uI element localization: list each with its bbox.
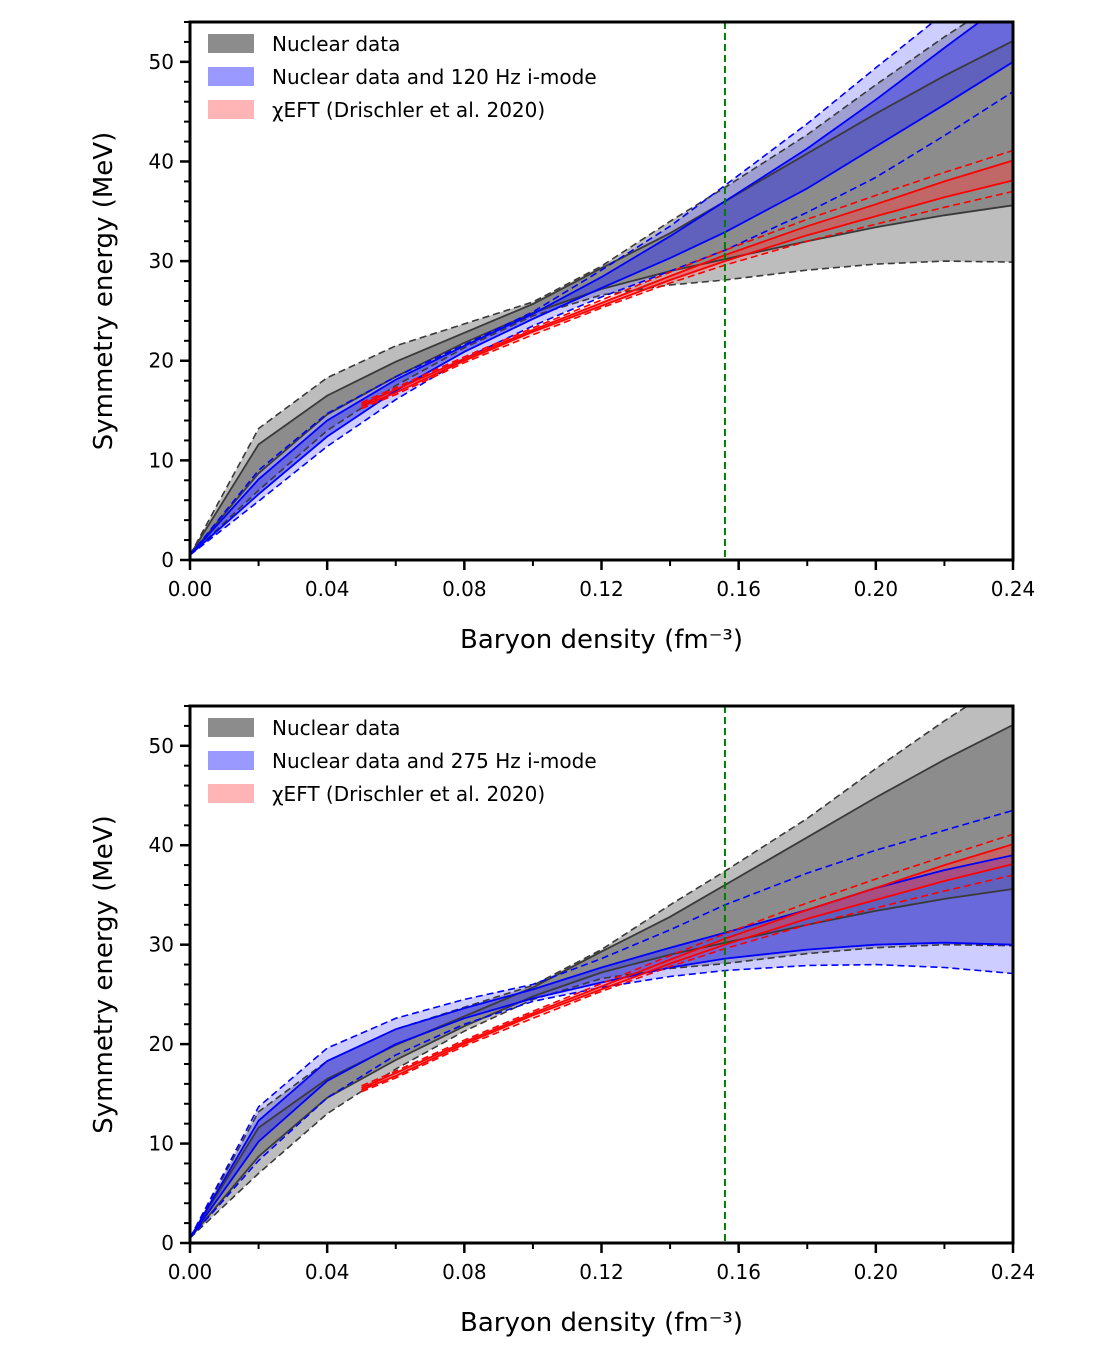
legend-swatch bbox=[208, 751, 254, 770]
y-tick-label: 50 bbox=[149, 734, 174, 758]
line-inner-low-series-3 bbox=[361, 179, 1013, 408]
x-tick-label: 0.20 bbox=[854, 577, 899, 601]
chart-panel-2: 0.00 0.04 0.08 0.12 0.16 0.20 0.24 0 10 20 30 40 50 B… bbox=[89, 704, 1036, 1338]
x-tick-label: 0.08 bbox=[442, 577, 487, 601]
band-inner-series-3 bbox=[361, 844, 1013, 1090]
legend-label: Nuclear data and 120 Hz i-mode bbox=[272, 65, 597, 89]
line-outer-high-series-3 bbox=[361, 149, 1013, 404]
x-tick-label: 0.16 bbox=[716, 577, 761, 601]
y-tick-label: 0 bbox=[161, 548, 174, 572]
y-tick-label: 30 bbox=[149, 933, 174, 957]
x-tick-label: 0.12 bbox=[579, 577, 624, 601]
line-outer-low-series-3 bbox=[361, 190, 1013, 410]
band-inner-series-2 bbox=[190, 22, 1013, 555]
x-tick-label: 0.12 bbox=[579, 1260, 624, 1284]
legend-label: Nuclear data bbox=[272, 32, 400, 56]
plot-area bbox=[190, 706, 1013, 1243]
plot-area bbox=[190, 22, 1013, 560]
y-tick-label: 40 bbox=[149, 833, 174, 857]
y-tick-label: 40 bbox=[149, 149, 174, 173]
legend-swatch bbox=[208, 100, 254, 119]
x-tick-label: 0.08 bbox=[442, 1260, 487, 1284]
band-inner-series-3 bbox=[361, 160, 1013, 407]
line-inner-high-series-3 bbox=[361, 843, 1013, 1089]
x-tick-label: 0.24 bbox=[991, 577, 1036, 601]
y-axis-label: Symmetry energy (MeV) bbox=[89, 132, 119, 450]
legend-swatch bbox=[208, 34, 254, 53]
legend-label: χEFT (Drischler et al. 2020) bbox=[272, 782, 545, 806]
legend-swatch bbox=[208, 67, 254, 86]
line-inner-high-series-3 bbox=[361, 159, 1013, 406]
line-inner-low-series-1 bbox=[190, 888, 1013, 1239]
x-tick-label: 0.04 bbox=[305, 1260, 350, 1284]
x-axis-label: Baryon density (fm⁻³) bbox=[460, 625, 743, 655]
line-outer-high-series-2 bbox=[190, 22, 935, 556]
x-axis-label: Baryon density (fm⁻³) bbox=[460, 1308, 743, 1338]
x-tick-label: 0.20 bbox=[854, 1260, 899, 1284]
y-tick-label: 10 bbox=[149, 448, 174, 472]
legend-swatch bbox=[208, 718, 254, 737]
legend-label: χEFT (Drischler et al. 2020) bbox=[272, 98, 545, 122]
line-outer-low-series-3 bbox=[361, 874, 1013, 1093]
band-inner-series-1 bbox=[190, 724, 1013, 1238]
x-tick-label: 0.04 bbox=[305, 577, 350, 601]
line-inner-high-series-1 bbox=[190, 40, 1013, 556]
x-tick-label: 0.24 bbox=[991, 1260, 1036, 1284]
legend-label: Nuclear data and 275 Hz i-mode bbox=[272, 749, 597, 773]
y-tick-label: 0 bbox=[161, 1231, 174, 1255]
x-tick-label: 0.00 bbox=[168, 577, 213, 601]
line-inner-low-series-3 bbox=[361, 863, 1013, 1091]
y-axis-label: Symmetry energy (MeV) bbox=[89, 815, 119, 1133]
x-tick-label: 0.16 bbox=[716, 1260, 761, 1284]
legend-label: Nuclear data bbox=[272, 716, 400, 740]
line-inner-high-series-1 bbox=[190, 724, 1013, 1239]
band-inner-series-2 bbox=[190, 855, 1013, 1238]
line-outer-high-series-3 bbox=[361, 833, 1013, 1087]
y-tick-label: 30 bbox=[149, 249, 174, 273]
x-tick-label: 0.00 bbox=[168, 1260, 213, 1284]
y-tick-label: 20 bbox=[149, 1032, 174, 1056]
y-tick-label: 10 bbox=[149, 1132, 174, 1156]
y-tick-label: 50 bbox=[149, 50, 174, 74]
line-inner-high-series-2 bbox=[190, 22, 981, 556]
line-inner-low-series-1 bbox=[190, 204, 1013, 556]
legend-swatch bbox=[208, 784, 254, 803]
line-outer-low-series-2 bbox=[190, 963, 1013, 1239]
line-outer-low-series-2 bbox=[190, 91, 1013, 556]
chart-panel-1: 0.00 0.04 0.08 0.12 0.16 0.20 0.24 0 10 20 30 40 50 B… bbox=[89, 20, 1036, 655]
line-inner-low-series-2 bbox=[190, 61, 1013, 556]
y-tick-label: 20 bbox=[149, 349, 174, 373]
line-inner-low-series-2 bbox=[190, 941, 1013, 1239]
